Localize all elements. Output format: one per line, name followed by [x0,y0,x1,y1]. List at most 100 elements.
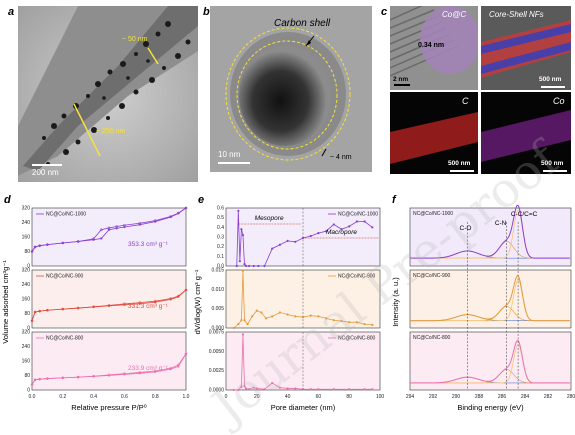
point-e2 [263,388,266,391]
point-e0 [278,243,281,246]
point-e2 [232,388,235,392]
y-tick-d1-0: 0 [27,326,30,332]
point-e1 [332,319,335,322]
point-des-d2 [61,376,65,380]
point-des-d1 [169,297,172,300]
point-ads-d0 [184,206,188,210]
tem-image-b: Carbon shell ~ 4 nm 10 nm [210,6,372,172]
x-tick-d-0: 0.0 [29,394,36,400]
x-tick-f-2: 290 [452,394,461,400]
x-tick-e-5: 100 [376,394,385,400]
x-axis-label-d: Relative pressure P/P⁰ [71,403,147,412]
point-e0 [244,264,248,268]
point-ads-d0 [38,244,41,247]
y-tick-e2-0.0025: 0.0025 [209,368,225,374]
y-tick-e1-0.010: 0.010 [211,287,224,293]
point-ads-d1 [184,288,188,292]
x-tick-e-1: 20 [254,394,260,400]
series-xps-0 [409,204,570,259]
point-des-d2 [153,369,157,373]
core-shell-label: Core-Shell NFs [489,10,544,19]
scale-bar-c3: 500 nm [448,160,471,167]
point-e2 [241,333,245,336]
point-ads-d0 [61,241,64,245]
legend-f1: NC@Co/NC-900 [413,273,451,279]
y-tick-e0-0.2: 0.2 [217,244,224,250]
point-ads-d2 [61,376,64,379]
point-des-d0 [184,206,188,210]
point-e0 [317,232,320,235]
point-e2 [363,388,366,391]
carbon-map-graphic [390,92,478,174]
x-tick-e-4: 80 [346,394,352,400]
y-axis-label-d: Volume adsorbed cm³g⁻¹ [1,260,10,344]
legend-d1: NC@Co/NC-900 [46,274,84,280]
point-ads-d0 [30,250,34,253]
point-ads-d1 [30,319,34,322]
point-e0 [340,228,343,231]
point-des-d1 [107,303,111,307]
y-tick-d2-320: 320 [22,330,31,336]
point-des-d0 [61,241,65,245]
point-des-d0 [107,226,111,230]
point-e0 [235,264,238,268]
panel-letter-e: e [198,194,205,206]
x-tick-d-1: 0.2 [59,394,66,400]
point-des-d0 [176,211,180,215]
point-des-d1 [33,310,37,314]
subplot-frame-0 [31,207,187,267]
point-e1 [260,311,263,314]
point-e2 [252,386,255,389]
y-tick-d2-240: 240 [22,344,31,350]
point-des-d2 [38,377,42,381]
point-ads-d1 [169,298,172,301]
point-des-d1 [76,306,80,310]
point-ads-d2 [46,377,49,380]
point-ads-d2 [123,373,126,376]
point-e1 [340,319,343,323]
y-tick-e2-0.0075: 0.0075 [209,330,225,336]
point-ads-d0 [107,228,111,231]
point-e0 [271,247,274,250]
x-tick-d-3: 0.6 [121,394,128,400]
y-axis-label-f: Intensity (a. u.) [391,277,400,327]
point-e1 [309,314,312,317]
point-e1 [355,321,358,324]
point-e0 [238,260,241,263]
point-des-d1 [123,302,126,306]
hrtem-image-graphic [390,6,478,90]
y-tick-e1-0.005: 0.005 [211,306,224,312]
mesopore-label: Mesopore [255,215,284,222]
point-e0 [348,225,351,228]
point-des-d2 [92,374,95,378]
point-e2 [332,388,335,391]
y-tick-d1-320: 320 [22,268,31,274]
point-des-d1 [61,307,65,311]
point-des-d0 [92,237,95,241]
point-e0 [294,240,297,243]
point-e0 [309,234,312,238]
x-tick-f-5: 284 [521,394,530,400]
legend-d0: NC@Co/NC-1000 [46,212,86,218]
peak-label-1: C-N [495,220,507,227]
point-des-d1 [38,309,42,313]
point-e1 [325,317,328,320]
legend-d2: NC@Co/NC-800 [46,336,84,342]
panel-letter-d: d [4,194,11,206]
chart-e-pore-size: 0.00.10.20.30.40.50.6NC@Co/NC-10000.0000… [194,206,385,413]
point-ads-d1 [177,295,180,298]
y-tick-d1-240: 240 [22,282,31,288]
y-tick-e0-0.4: 0.4 [217,225,224,231]
carbon-map-image: C 500 nm [390,92,478,174]
point-des-d1 [184,288,188,292]
point-e0 [371,226,374,229]
point-des-d2 [123,372,126,376]
x-tick-e-3: 60 [316,394,322,400]
scale-bar-c1: 2 nm [393,76,409,83]
y-tick-e2-0.0050: 0.0050 [209,349,225,355]
point-e0 [240,228,243,231]
point-ads-d2 [38,378,41,381]
panel-letter-f: f [392,194,396,206]
point-e0 [363,220,366,223]
point-e2 [255,387,258,390]
